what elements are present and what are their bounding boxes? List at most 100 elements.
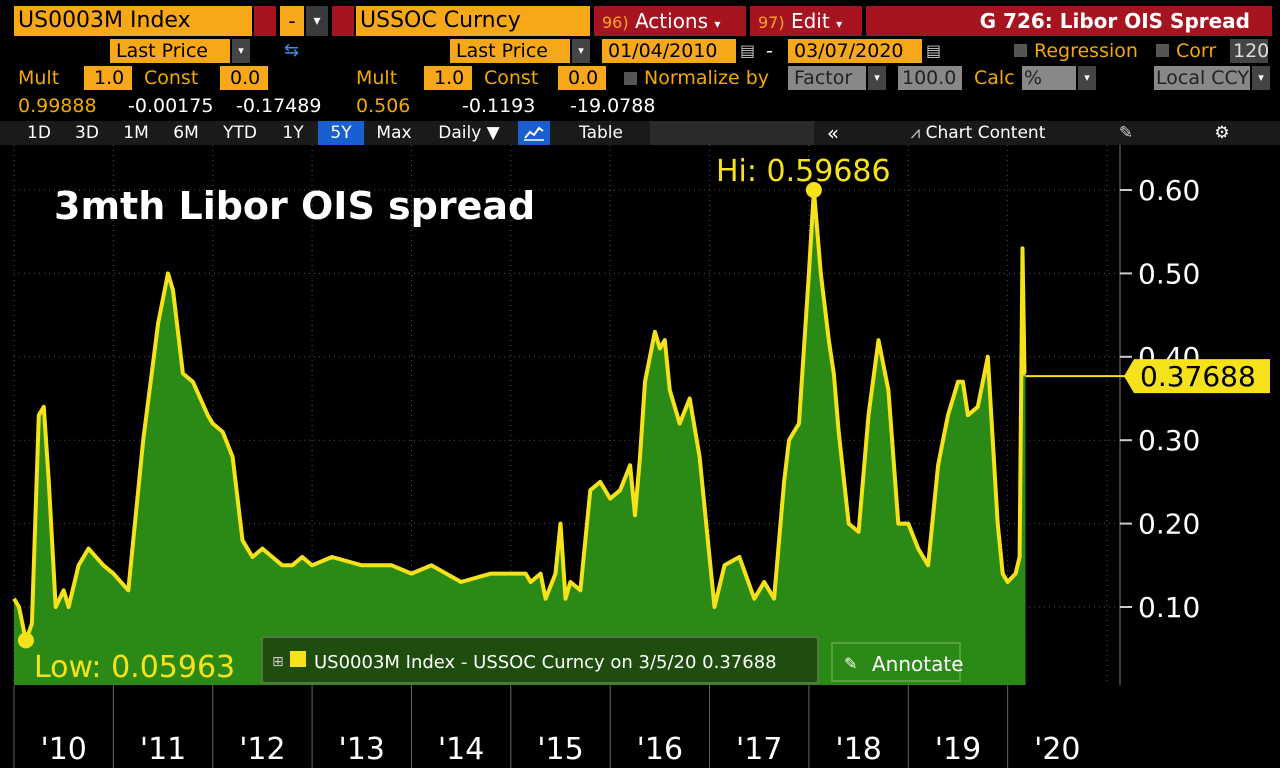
window-title-text: G 726: Libor OIS Spread <box>979 9 1250 33</box>
calc-label: Calc <box>974 67 1015 89</box>
period-1m-text: 1M <box>123 123 149 143</box>
y-tick-label: 0.60 <box>1138 174 1200 207</box>
stat-value-4: 0.506 <box>356 95 411 117</box>
corr-checkbox[interactable] <box>1156 44 1169 57</box>
hi-marker <box>805 182 822 198</box>
frequency-dropdown[interactable]: Daily ▼ <box>426 121 512 145</box>
stat-value-1: 0.99888 <box>18 95 97 117</box>
period-ytd[interactable]: YTD <box>212 121 268 145</box>
period-3d-text: 3D <box>75 123 99 143</box>
period-max[interactable]: Max <box>366 121 422 145</box>
factor-value-input[interactable]: 100.0 <box>898 66 962 90</box>
legend-background <box>261 636 819 684</box>
factor-select[interactable]: Factor <box>788 66 866 90</box>
start-date-text: 01/04/2010 <box>608 40 718 62</box>
field1-select[interactable]: Last Price <box>110 39 230 63</box>
chart-title: 3mth Libor OIS spread <box>54 184 535 228</box>
swap-icon[interactable]: ⇆ <box>284 40 300 61</box>
edit-chart-icon[interactable]: ✎ <box>1118 123 1134 143</box>
frequency-text: Daily ▼ <box>438 123 500 143</box>
x-tick-label: '14 <box>438 732 484 767</box>
period-5y-text: 5Y <box>330 123 352 143</box>
currency-text: Local CCY <box>1156 67 1250 89</box>
edit-num: 97) <box>758 13 785 32</box>
security1-field[interactable]: US0003M Index <box>14 6 252 36</box>
corr-value-input[interactable]: 120 <box>1230 39 1269 63</box>
x-tick-label: '13 <box>339 732 385 767</box>
currency-chevron-icon[interactable]: ▾ <box>1252 66 1270 90</box>
last-value-text: 0.37688 <box>1140 360 1256 393</box>
security1-color-swatch <box>254 6 276 36</box>
y-tick-label: 0.10 <box>1138 591 1200 624</box>
currency-select[interactable]: Local CCY <box>1154 66 1250 90</box>
normalize-checkbox[interactable] <box>624 72 637 85</box>
chart-content-text: Chart Content <box>925 123 1046 143</box>
security2-color-swatch <box>332 6 354 36</box>
y-tick-label: 0.50 <box>1138 257 1200 290</box>
annotate-text: Annotate <box>872 652 964 676</box>
gear-icon[interactable]: ⚙ <box>1214 123 1230 143</box>
calc-chevron-icon[interactable]: ▾ <box>1078 66 1096 90</box>
period-1m[interactable]: 1M <box>112 121 160 145</box>
factor-chevron-icon[interactable]: ▾ <box>868 66 886 90</box>
low-label: Low: 0.05963 <box>34 650 235 685</box>
spread-area-fill <box>14 190 1026 685</box>
table-button[interactable]: Table <box>556 121 646 145</box>
annotate-button[interactable]: ✎ Annotate <box>831 642 964 682</box>
operator-chevron-icon[interactable]: ▾ <box>306 6 328 36</box>
field-row: Last Price ▾ ⇆ Last Price ▾ 01/04/2010 ▤… <box>0 38 1280 64</box>
edit-menu[interactable]: 97) Edit ▾ <box>750 6 862 36</box>
x-tick-label: '18 <box>835 732 881 767</box>
period-1y[interactable]: 1Y <box>270 121 316 145</box>
regression-checkbox[interactable] <box>1014 44 1027 57</box>
hi-label: Hi: 0.59686 <box>716 154 891 189</box>
collapse-button[interactable]: « <box>816 121 850 145</box>
low-marker <box>17 632 34 649</box>
mult1-input[interactable]: 1.0 <box>84 66 132 90</box>
start-date-input[interactable]: 01/04/2010 <box>602 39 736 63</box>
period-6m[interactable]: 6M <box>162 121 210 145</box>
actions-menu[interactable]: 96) Actions ▾ <box>594 6 746 36</box>
const1-input[interactable]: 0.0 <box>220 66 268 90</box>
field1-chevron-icon[interactable]: ▾ <box>232 39 250 63</box>
field2-text: Last Price <box>456 40 548 62</box>
period-1y-text: 1Y <box>282 123 304 143</box>
const2-label: Const <box>484 67 539 89</box>
calc-select[interactable]: % <box>1022 66 1076 90</box>
annotate-pencil-icon: ✎ <box>844 654 857 673</box>
stats-row: 0.99888 -0.00175 -0.17489 0.506 -0.1193 … <box>0 94 1280 118</box>
actions-label: Actions <box>634 9 709 33</box>
x-tick-label: '16 <box>637 732 683 767</box>
period-1d-text: 1D <box>27 123 51 143</box>
last-value-tag <box>1124 359 1270 394</box>
edit-label: Edit <box>790 9 830 33</box>
start-calendar-icon[interactable]: ▤ <box>740 41 756 60</box>
chart-content-button[interactable]: ⩘ Chart Content <box>880 121 1076 145</box>
end-calendar-icon[interactable]: ▤ <box>926 41 942 60</box>
x-tick-label: '10 <box>40 732 86 767</box>
const1-label: Const <box>144 67 199 89</box>
end-date-input[interactable]: 03/07/2020 <box>788 39 922 63</box>
regression-label: Regression <box>1034 40 1138 62</box>
legend-expand-icon[interactable]: ⊞ <box>272 654 284 670</box>
y-axis: 0.100.200.300.400.500.60 <box>1119 145 1200 685</box>
field2-select[interactable]: Last Price <box>450 39 570 63</box>
x-tick-label: '12 <box>239 732 285 767</box>
legend-box[interactable]: ⊞ US0003M Index - USSOC Curncy on 3/5/20… <box>261 636 819 684</box>
security2-text: USSOC Curncy <box>360 8 521 33</box>
const2-input[interactable]: 0.0 <box>558 66 606 90</box>
mult2-input[interactable]: 1.0 <box>424 66 472 90</box>
security2-field[interactable]: USSOC Curncy <box>356 6 590 36</box>
period-3d[interactable]: 3D <box>64 121 110 145</box>
field2-chevron-icon[interactable]: ▾ <box>572 39 590 63</box>
line-chart-icon[interactable] <box>518 121 550 145</box>
x-tick-label: '19 <box>935 732 981 767</box>
edit-chevron-icon: ▾ <box>836 17 843 31</box>
legend-text: US0003M Index - USSOC Curncy on 3/5/20 0… <box>314 652 777 673</box>
operator-text: - <box>288 9 296 33</box>
mult1-text: 1.0 <box>94 67 125 89</box>
end-date-text: 03/07/2020 <box>794 40 904 62</box>
period-1d[interactable]: 1D <box>16 121 62 145</box>
operator-dropdown[interactable]: - <box>280 6 304 36</box>
period-5y[interactable]: 5Y <box>318 121 364 145</box>
